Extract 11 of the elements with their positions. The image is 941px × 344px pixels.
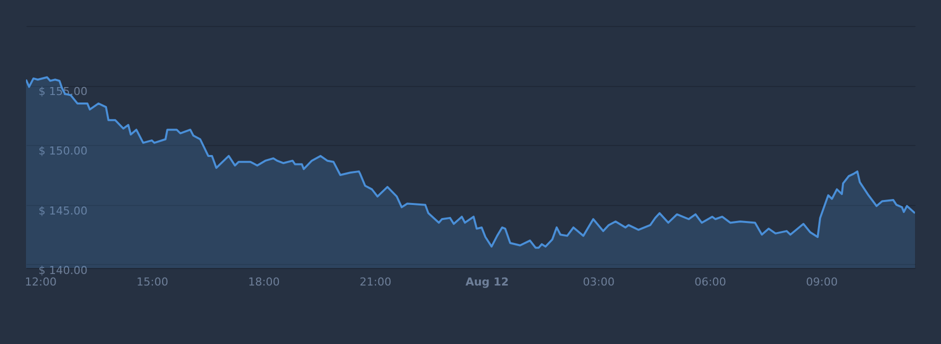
x-tick-label: 12:00 bbox=[24, 276, 57, 288]
x-tick-label: 06:00 bbox=[694, 276, 726, 288]
y-tick-label: $ 145.00 bbox=[38, 204, 88, 218]
x-tick-label: 18:00 bbox=[248, 276, 280, 288]
x-tick-label: Aug 12 bbox=[465, 276, 509, 288]
y-tick-label: $ 140.00 bbox=[38, 264, 88, 277]
x-tick-label: 15:00 bbox=[136, 276, 168, 288]
x-tick-label: 21:00 bbox=[360, 276, 392, 288]
x-tick-label: 09:00 bbox=[806, 276, 838, 288]
x-tick-label: 03:00 bbox=[582, 276, 615, 288]
y-tick-label: $ 150.00 bbox=[38, 144, 88, 158]
